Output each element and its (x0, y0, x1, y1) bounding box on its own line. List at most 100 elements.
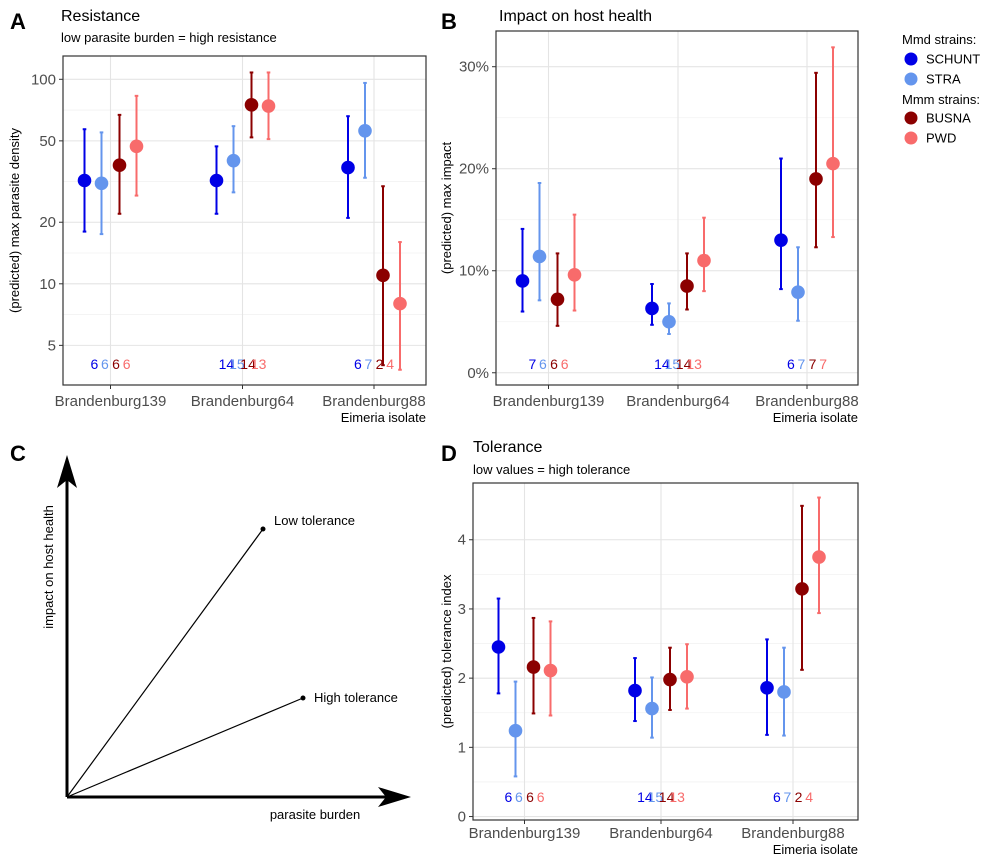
chart-title: Tolerance (473, 439, 542, 456)
chart-tolerance: 0 1 2 3 4 Brandenburg139 Brandenburg64 Brandenb… (439, 439, 859, 857)
chart-impact: 0% 10% 20% 30% Brandenburg139 Brandenburg64 Br… (439, 8, 859, 425)
y-axis-label: (predicted) max parasite density (7, 128, 22, 313)
data-point (526, 660, 541, 674)
x-tick-label: Brandenburg88 (755, 393, 858, 410)
x-axis-label: Eimeria isolate (773, 842, 858, 857)
x-tick-label: Brandenburg139 (55, 393, 167, 410)
y-tick-label: 100 (31, 71, 56, 88)
y-axis-label: (predicted) tolerance index (439, 574, 454, 728)
sample-size-label: 6 (773, 789, 781, 805)
data-point (209, 173, 224, 188)
data-point (645, 701, 659, 716)
legend-group2-title: Mmm strains: (902, 92, 980, 107)
sample-size-label: 14 (654, 356, 670, 372)
sample-size-label: 7 (784, 789, 792, 805)
diagram-y-arrowhead (57, 455, 77, 488)
legend-swatch-schunt (904, 52, 918, 66)
data-point (567, 268, 582, 282)
data-point (809, 172, 823, 186)
y-axis-label: (predicted) max impact (439, 142, 454, 275)
legend-group1-title: Mmd strains: (902, 32, 976, 47)
plot-border (62, 55, 427, 386)
data-point (515, 274, 530, 288)
y-tick-label: 0 (458, 809, 466, 826)
sample-size-label: 6 (561, 356, 569, 372)
data-point (94, 176, 109, 191)
x-axis-label: Eimeria isolate (773, 410, 858, 425)
low-tolerance-point (260, 526, 266, 532)
tolerance-diagram: Low tolerance High tolerance impact on h… (41, 455, 411, 822)
sample-size-label: 4 (386, 356, 394, 372)
sample-size-label: 6 (101, 356, 109, 372)
sample-size-label: 4 (805, 789, 813, 805)
legend-label-stra: STRA (926, 72, 961, 87)
data-point (645, 301, 659, 316)
data-point (491, 640, 506, 654)
diagram-x-arrowhead (378, 787, 411, 807)
sample-size-label: 13 (251, 356, 267, 372)
data-point (777, 685, 791, 699)
high-tolerance-line (66, 697, 304, 798)
data-point (774, 233, 788, 247)
data-point (791, 285, 805, 299)
sample-size-label: 13 (686, 356, 702, 372)
sample-size-label: 7 (528, 356, 536, 372)
chart-title: Resistance (61, 8, 140, 25)
sample-size-label: 6 (539, 356, 547, 372)
legend: Mmd strains: SCHUNT STRA Mmm strains: BU… (902, 32, 980, 146)
data-point (112, 158, 127, 173)
sample-size-label: 2 (795, 789, 803, 805)
high-tolerance-point (300, 695, 306, 701)
sample-size-label: 14 (240, 356, 256, 372)
y-tick-label: 30% (459, 59, 489, 76)
y-tick-label: 2 (458, 670, 466, 687)
x-axis-label: Eimeria isolate (341, 410, 426, 425)
chart-subtitle: low parasite burden = high resistance (61, 30, 277, 45)
low-tolerance-label: Low tolerance (274, 513, 355, 528)
sample-size-label: 13 (669, 789, 685, 805)
diagram-x-label: parasite burden (270, 807, 360, 822)
chart-resistance: 5 10 20 50 100 Brandenburg139 Brandenburg64 Bra… (7, 8, 427, 425)
chart-subtitle: low values = high tolerance (473, 462, 630, 477)
sample-size-label: 14 (219, 356, 235, 372)
y-tick-label: 5 (48, 337, 56, 354)
data-point (543, 663, 558, 678)
data-point (129, 139, 144, 154)
sample-size-label: 2 (376, 356, 384, 372)
legend-label-pwd: PWD (926, 131, 956, 146)
sample-size-label: 6 (515, 789, 523, 805)
data-point (663, 672, 677, 687)
diagram-y-label: impact on host health (41, 505, 56, 629)
x-tick-label: Brandenburg88 (741, 825, 844, 842)
legend-label-schunt: SCHUNT (926, 52, 980, 67)
sample-size-label: 7 (809, 356, 817, 372)
data-point (628, 683, 642, 698)
sample-size-label: 6 (112, 356, 120, 372)
data-point (358, 123, 372, 138)
data-point (393, 296, 407, 311)
y-tick-label: 3 (458, 601, 466, 618)
data-point (680, 279, 694, 293)
y-tick-label: 20% (459, 161, 489, 178)
sample-size-label: 6 (504, 789, 512, 805)
legend-swatch-busna (904, 111, 918, 125)
data-point (532, 249, 547, 264)
plot-border (495, 30, 859, 386)
sample-size-label: 7 (819, 356, 827, 372)
data-point (244, 98, 259, 112)
low-tolerance-line (66, 528, 264, 798)
sample-size-label: 6 (90, 356, 98, 372)
data-point (341, 160, 355, 175)
sample-size-label: 6 (550, 356, 558, 372)
data-point (760, 681, 774, 695)
sample-size-label: 14 (637, 789, 653, 805)
data-point (662, 314, 676, 329)
y-tick-label: 10% (459, 263, 489, 280)
sample-size-label: 6 (787, 356, 795, 372)
x-tick-label: Brandenburg64 (191, 393, 294, 410)
y-tick-label: 1 (458, 739, 466, 756)
sample-size-label: 6 (354, 356, 362, 372)
x-tick-label: Brandenburg139 (469, 825, 581, 842)
y-tick-label: 10 (39, 276, 56, 293)
sample-size-label: 15 (665, 356, 681, 372)
